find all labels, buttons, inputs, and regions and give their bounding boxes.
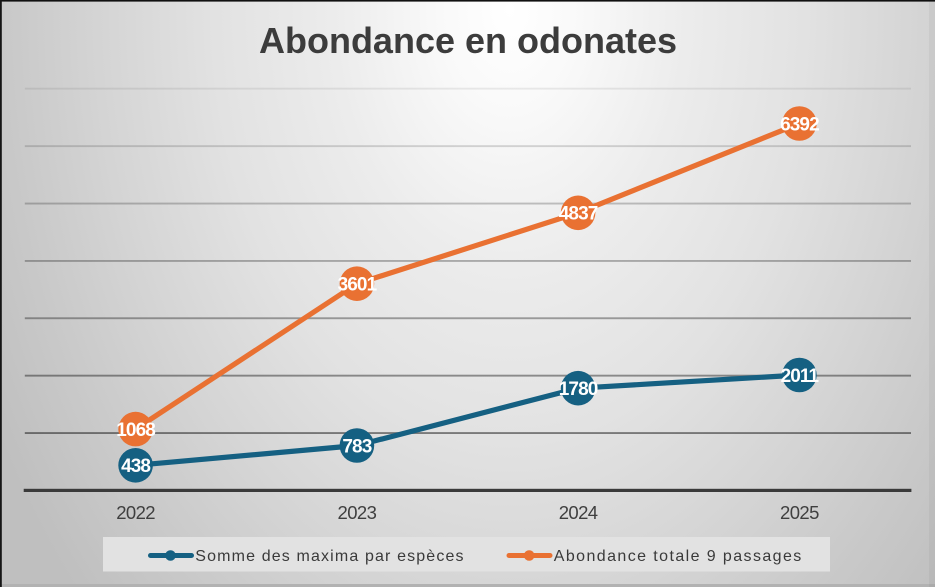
svg-text:Abondance en odonates: Abondance en odonates xyxy=(259,20,677,61)
svg-text:1068: 1068 xyxy=(116,420,155,441)
svg-text:2022: 2022 xyxy=(116,502,155,523)
svg-text:Somme des maxima par espèces: Somme des maxima par espèces xyxy=(195,548,464,565)
svg-text:6392: 6392 xyxy=(780,114,819,135)
svg-text:3601: 3601 xyxy=(338,275,378,296)
svg-text:2023: 2023 xyxy=(338,502,377,523)
svg-text:Abondance totale 9 passages: Abondance totale 9 passages xyxy=(554,548,803,565)
svg-text:783: 783 xyxy=(342,436,371,457)
svg-text:2011: 2011 xyxy=(781,366,820,387)
svg-text:4837: 4837 xyxy=(559,204,598,225)
svg-text:438: 438 xyxy=(121,456,150,477)
svg-text:2025: 2025 xyxy=(780,502,819,523)
svg-text:1780: 1780 xyxy=(559,379,598,400)
svg-text:2024: 2024 xyxy=(559,502,598,523)
